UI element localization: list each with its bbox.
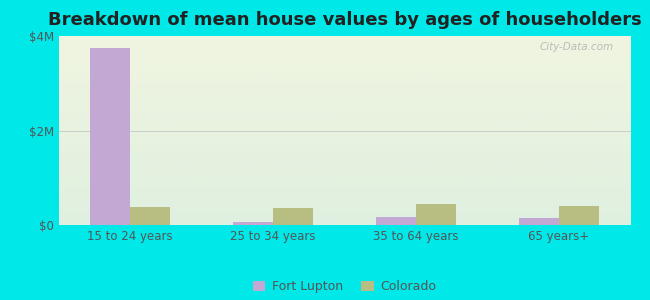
Bar [273, 208, 313, 225]
Text: City-Data.com: City-Data.com [540, 42, 614, 52]
Bar [376, 217, 416, 225]
Bar [90, 48, 130, 225]
Legend: Fort Lupton, Colorado: Fort Lupton, Colorado [248, 275, 441, 298]
Bar [233, 222, 273, 225]
Bar [416, 204, 456, 225]
Bar [559, 206, 599, 225]
Title: Breakdown of mean house values by ages of householders: Breakdown of mean house values by ages o… [47, 11, 642, 29]
Bar [130, 207, 170, 225]
Bar [519, 218, 559, 225]
